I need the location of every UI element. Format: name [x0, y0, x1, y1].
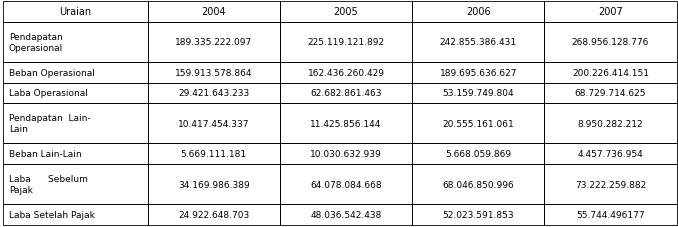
Text: 8.950.282.212: 8.950.282.212	[578, 119, 643, 128]
Text: Beban Lain-Lain: Beban Lain-Lain	[9, 149, 81, 158]
Bar	[3, 2, 148, 22]
Text: Uraian: Uraian	[60, 7, 92, 17]
Text: 2007: 2007	[598, 7, 623, 17]
Text: 225.119.121.892: 225.119.121.892	[308, 38, 384, 47]
Text: Pendapatan  Lain-
Lain: Pendapatan Lain- Lain	[9, 114, 90, 133]
Bar	[3, 22, 148, 63]
Text: Beban Operasional: Beban Operasional	[9, 69, 95, 78]
Text: 2006: 2006	[466, 7, 491, 17]
Bar	[280, 144, 412, 164]
Text: Laba      Sebelum
Pajak: Laba Sebelum Pajak	[9, 175, 87, 194]
Bar	[3, 164, 148, 205]
Bar	[280, 63, 412, 83]
Bar	[412, 103, 544, 144]
Bar	[148, 83, 280, 103]
Bar	[412, 164, 544, 205]
Bar	[412, 63, 544, 83]
Text: 73.222.259.882: 73.222.259.882	[575, 180, 646, 189]
Text: 10.417.454.337: 10.417.454.337	[178, 119, 250, 128]
Text: 200.226.414.151: 200.226.414.151	[572, 69, 649, 78]
Bar	[3, 144, 148, 164]
Text: 268.956.128.776: 268.956.128.776	[572, 38, 650, 47]
Bar	[148, 2, 280, 22]
Bar	[3, 63, 148, 83]
Text: 55.744.496177: 55.744.496177	[576, 210, 645, 219]
Bar	[3, 205, 148, 225]
Bar	[544, 63, 677, 83]
Text: 64.078.084.668: 64.078.084.668	[311, 180, 382, 189]
Bar	[280, 83, 412, 103]
Bar	[412, 83, 544, 103]
Bar	[544, 164, 677, 205]
Bar	[148, 164, 280, 205]
Text: 52.023.591.853: 52.023.591.853	[443, 210, 514, 219]
Bar	[280, 2, 412, 22]
Text: 2004: 2004	[201, 7, 226, 17]
Bar	[412, 22, 544, 63]
Bar	[280, 22, 412, 63]
Bar	[3, 103, 148, 144]
Text: Laba Operasional: Laba Operasional	[9, 89, 87, 98]
Text: 2005: 2005	[334, 7, 359, 17]
Text: 5.668.059.869: 5.668.059.869	[445, 149, 511, 158]
Bar	[544, 83, 677, 103]
Bar	[3, 83, 148, 103]
Bar	[544, 22, 677, 63]
Text: 53.159.749.804: 53.159.749.804	[443, 89, 514, 98]
Text: Laba Setelah Pajak: Laba Setelah Pajak	[9, 210, 95, 219]
Text: 242.855.386.431: 242.855.386.431	[440, 38, 517, 47]
Text: 20.555.161.061: 20.555.161.061	[443, 119, 514, 128]
Text: 62.682.861.463: 62.682.861.463	[311, 89, 382, 98]
Bar	[148, 22, 280, 63]
Bar	[148, 63, 280, 83]
Text: 10.030.632.939: 10.030.632.939	[310, 149, 382, 158]
Text: 68.729.714.625: 68.729.714.625	[575, 89, 646, 98]
Bar	[148, 205, 280, 225]
Text: 5.669.111.181: 5.669.111.181	[181, 149, 247, 158]
Text: 29.421.643.233: 29.421.643.233	[178, 89, 250, 98]
Bar	[412, 205, 544, 225]
Text: 24.922.648.703: 24.922.648.703	[178, 210, 250, 219]
Text: 4.457.736.954: 4.457.736.954	[578, 149, 643, 158]
Text: 34.169.986.389: 34.169.986.389	[178, 180, 250, 189]
Bar	[280, 205, 412, 225]
Bar	[148, 144, 280, 164]
Bar	[412, 2, 544, 22]
Text: Pendapatan
Operasional: Pendapatan Operasional	[9, 33, 63, 52]
Text: 68.046.850.996: 68.046.850.996	[443, 180, 514, 189]
Text: 189.335.222.097: 189.335.222.097	[175, 38, 252, 47]
Bar	[544, 205, 677, 225]
Bar	[544, 103, 677, 144]
Bar	[544, 2, 677, 22]
Bar	[280, 164, 412, 205]
Text: 11.425.856.144: 11.425.856.144	[311, 119, 382, 128]
Text: 159.913.578.864: 159.913.578.864	[175, 69, 253, 78]
Text: 48.036.542.438: 48.036.542.438	[311, 210, 382, 219]
Text: 162.436.260.429: 162.436.260.429	[308, 69, 384, 78]
Bar	[544, 144, 677, 164]
Text: 189.695.636.627: 189.695.636.627	[439, 69, 517, 78]
Bar	[412, 144, 544, 164]
Bar	[280, 103, 412, 144]
Bar	[148, 103, 280, 144]
